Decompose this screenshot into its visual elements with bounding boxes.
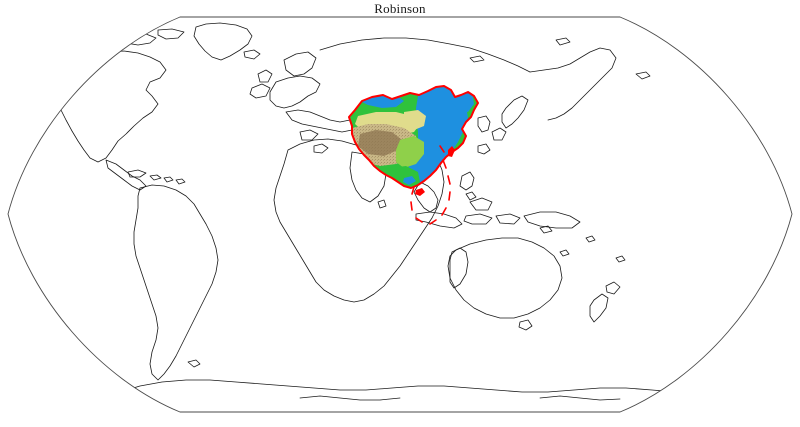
taiwan-marker — [448, 146, 455, 157]
page-title: Robinson — [374, 1, 426, 16]
coastlines-layer — [21, 22, 792, 401]
projection-frame — [7, 16, 793, 413]
hainan-marker — [415, 188, 425, 196]
china-highlight-region — [348, 85, 479, 225]
nine-dash-line — [410, 145, 451, 225]
china-border-outline — [348, 85, 479, 189]
